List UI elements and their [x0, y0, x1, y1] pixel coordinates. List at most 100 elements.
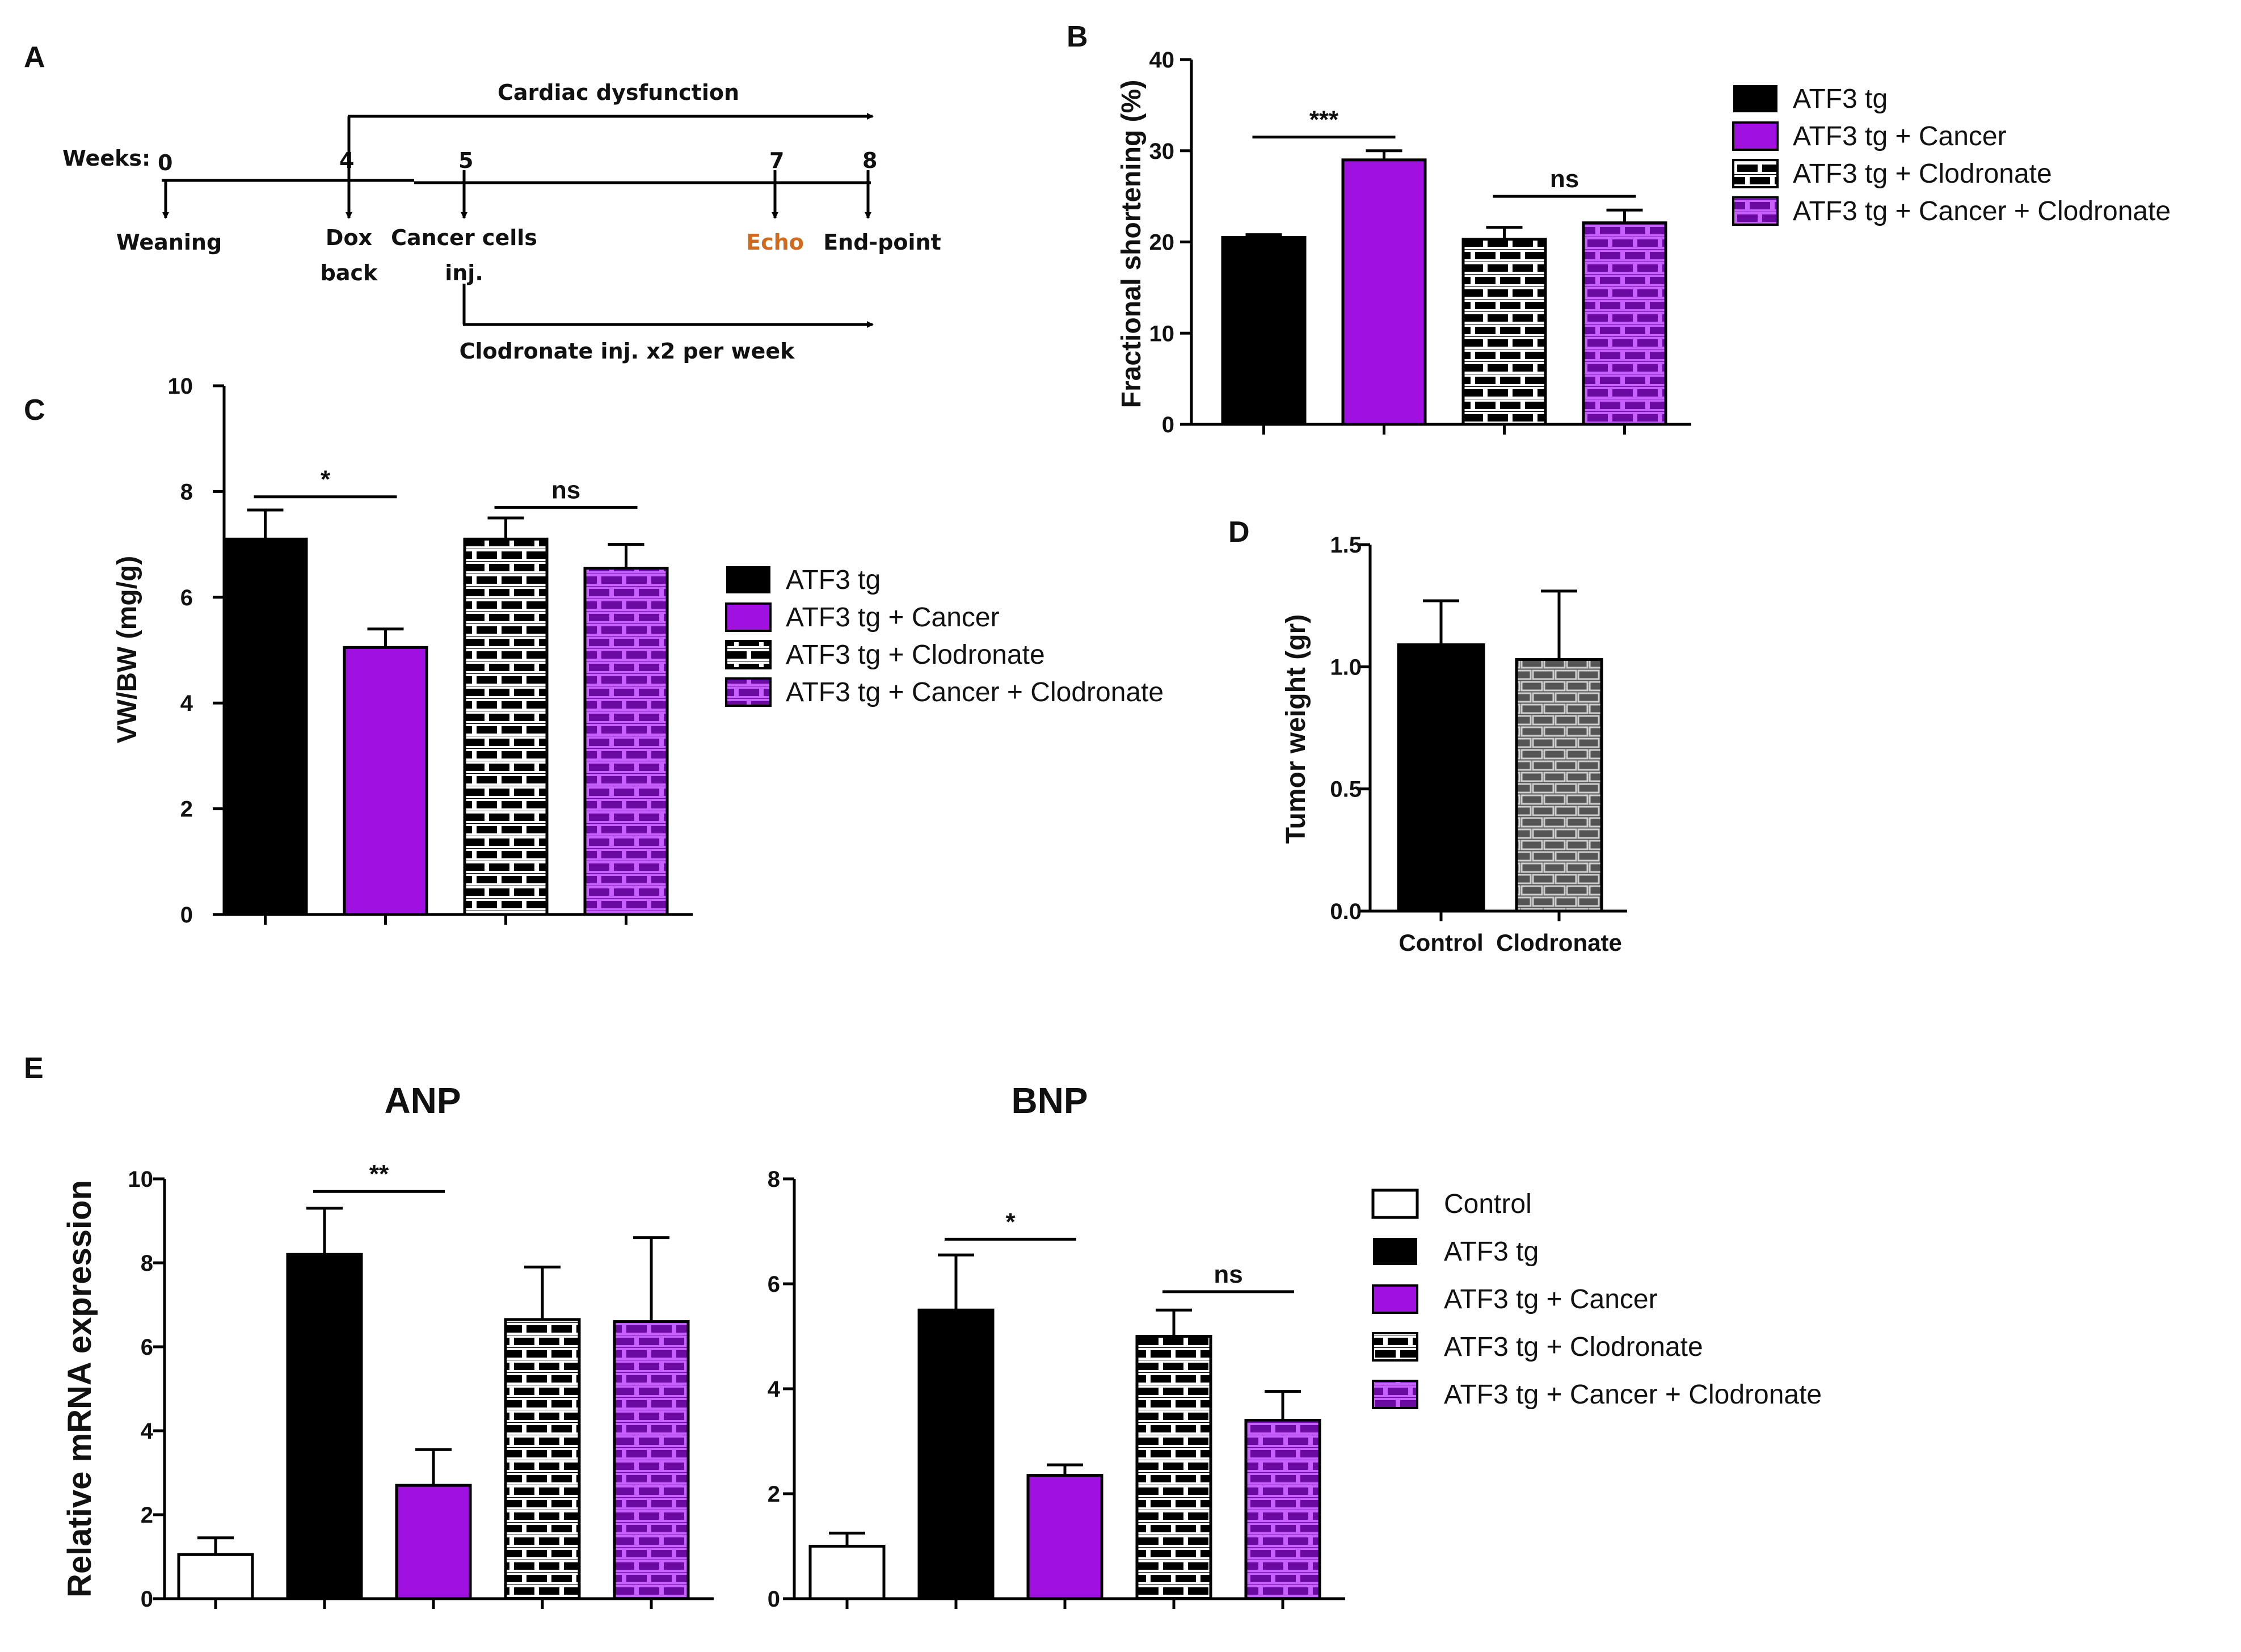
significance-label-e-anp-0: **	[369, 1160, 389, 1188]
chart-vw-bw: 0 2 4 6 8 10 VW/BW (mg/g) * ns	[112, 374, 693, 928]
y-tick-label-b: 40	[1149, 48, 1175, 73]
bar-c-1	[343, 646, 428, 916]
y-tick-label-e-anp: 6	[141, 1335, 153, 1360]
chart-bnp: BNP 0 2 4 6 8 * ns	[768, 1080, 1345, 1612]
bar-c-3	[583, 567, 669, 916]
event-cancer-cells: Cancer cells	[391, 225, 537, 250]
legend-b-swatch-atf3	[1733, 85, 1777, 112]
y-tick-label-e-anp: 8	[141, 1251, 153, 1276]
legend-c-swatch-cancer-clodronate	[725, 677, 772, 707]
significance-label-c-1: ns	[551, 476, 580, 504]
y-tick-label-e-bnp: 6	[768, 1272, 780, 1297]
x-tick-label-d-0: Control	[1398, 929, 1483, 956]
legend-b-swatch-cancer	[1732, 121, 1779, 151]
bar-e-anp-3	[504, 1318, 581, 1600]
legend-c-cancer-clodronate: ATF3 tg + Cancer + Clodronate	[786, 677, 1164, 707]
bar-d-1	[1515, 658, 1603, 913]
y-tick-label-c: 2	[180, 797, 193, 822]
chart-anp: ANP 0 2 4 6 8 10 Relative mRNA expression **	[61, 1080, 714, 1612]
legend-e-control: Control	[1444, 1189, 1532, 1219]
event-dox: Dox	[326, 225, 372, 250]
panel-label-b: B	[1067, 20, 1088, 53]
significance-label-b-0: ***	[1309, 106, 1339, 134]
y-tick-label-d: 0.5	[1330, 777, 1362, 802]
legend-b-cancer: ATF3 tg + Cancer	[1793, 121, 2007, 151]
event-back: back	[321, 260, 378, 285]
y-tick-label-d: 1.5	[1330, 533, 1362, 558]
week-mark-4: 4	[339, 148, 354, 173]
y-tick-label-e-anp: 2	[141, 1503, 153, 1528]
legend-e-swatch-cancer-clodronate	[1372, 1380, 1418, 1409]
panel-e: E ANP 0 2 4 6 8 10 Relative mRNA expression ** B…	[24, 1052, 1822, 1612]
y-axis-label-d: Tumor weight (gr)	[1281, 614, 1311, 844]
legend-b-clodronate: ATF3 tg + Clodronate	[1793, 159, 2052, 189]
clodronate-label: Clodronate inj. x2 per week	[460, 339, 795, 364]
legend-c-swatch-cancer	[725, 602, 772, 632]
y-tick-label-e-anp: 10	[128, 1167, 154, 1192]
chart-tumor-weight: 0.0 0.5 1.0 1.5 Tumor weight (gr) Control Clod…	[1281, 533, 1627, 956]
panel-a-timeline: A Weeks: 0 4 5 7 8 Weaning Dox back Canc…	[24, 41, 941, 364]
panel-label-d: D	[1228, 516, 1250, 549]
legend-e-cancer-clodronate: ATF3 tg + Cancer + Clodronate	[1444, 1380, 1822, 1410]
event-echo: Echo	[746, 230, 804, 255]
bar-b-2	[1461, 238, 1547, 426]
weeks-label: Weeks:	[62, 146, 150, 171]
y-tick-label-b: 10	[1149, 321, 1175, 346]
legend-c-atf3: ATF3 tg	[786, 565, 881, 595]
significance-label-e-bnp-1: ns	[1214, 1261, 1242, 1288]
y-axis-label-c: VW/BW (mg/g)	[112, 556, 142, 744]
y-axis-label-e-anp: Relative mRNA expression	[61, 1180, 98, 1598]
legend-e-swatch-clodronate	[1372, 1332, 1418, 1362]
event-inj: inj.	[445, 260, 483, 285]
legend-b-swatch-clodronate	[1732, 159, 1779, 188]
legend-b-swatch-cancer-clodronate	[1732, 196, 1779, 226]
bar-e-anp-1	[286, 1253, 363, 1600]
y-tick-label-c: 6	[180, 585, 193, 610]
bar-e-anp-2	[395, 1484, 472, 1600]
legend-e-swatch-cancer	[1372, 1284, 1418, 1314]
bar-e-bnp-1	[917, 1308, 995, 1600]
week-mark-7: 7	[769, 148, 784, 173]
legend-c-swatch-clodronate	[725, 640, 772, 669]
bar-c-0	[222, 537, 308, 916]
y-tick-label-e-bnp: 4	[768, 1377, 781, 1402]
chart-title-e-bnp: BNP	[1011, 1080, 1088, 1121]
legend-e-atf3: ATF3 tg	[1444, 1237, 1539, 1267]
y-tick-label-e-bnp: 2	[768, 1482, 780, 1507]
panel-c: C 0 2 4 6 8 10 VW/BW (mg/g) * ns ATF3 tg ATF3 tg…	[24, 374, 1164, 928]
panel-label-a: A	[24, 41, 45, 74]
legend-b-atf3: ATF3 tg	[1793, 84, 1888, 114]
bar-e-bnp-2	[1026, 1474, 1103, 1600]
panel-d: D 0.0 0.5 1.0 1.5 Tumor weight (gr) Control Cl…	[1228, 516, 1627, 956]
bar-e-bnp-0	[808, 1545, 886, 1600]
legend-e-cancer: ATF3 tg + Cancer	[1444, 1284, 1658, 1314]
legend-e-clodronate: ATF3 tg + Clodronate	[1444, 1332, 1703, 1362]
legend-e: Control ATF3 tg ATF3 tg + Cancer ATF3 tg…	[1371, 1189, 1822, 1410]
y-tick-label-e-anp: 4	[141, 1419, 154, 1444]
bar-b-1	[1341, 158, 1427, 426]
legend-e-swatch-atf3	[1373, 1238, 1417, 1265]
y-tick-label-b: 30	[1149, 139, 1175, 164]
bar-e-anp-4	[613, 1320, 690, 1600]
event-weaning: Weaning	[116, 230, 222, 255]
bar-e-bnp-3	[1135, 1335, 1212, 1600]
bar-b-0	[1221, 235, 1307, 426]
y-tick-label-e-bnp: 8	[768, 1167, 780, 1192]
bar-b-3	[1582, 221, 1667, 426]
panel-label-c: C	[24, 394, 45, 427]
legend-c-swatch-atf3	[726, 566, 770, 593]
y-tick-label-d: 0.0	[1330, 899, 1362, 924]
legend-b: ATF3 tg ATF3 tg + Cancer ATF3 tg + Clodr…	[1732, 84, 2171, 226]
significance-label-e-bnp-0: *	[1005, 1208, 1016, 1236]
y-tick-label-c: 8	[180, 479, 193, 504]
legend-b-cancer-clodronate: ATF3 tg + Cancer + Clodronate	[1793, 196, 2171, 226]
significance-label-b-1: ns	[1550, 165, 1579, 193]
bar-e-anp-0	[177, 1553, 254, 1600]
y-tick-label-b: 20	[1149, 230, 1175, 255]
chart-title-e-anp: ANP	[384, 1080, 461, 1121]
y-tick-label-c: 0	[180, 903, 193, 928]
y-tick-label-b: 0	[1162, 412, 1174, 437]
